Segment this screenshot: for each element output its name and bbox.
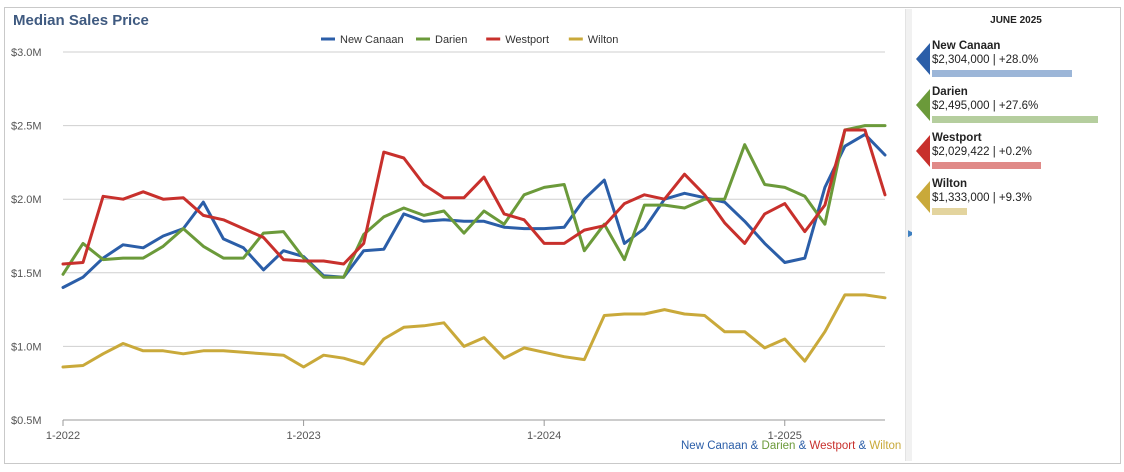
series-line <box>61 128 887 266</box>
sidebar-stat[interactable]: Wilton $1,333,000 | +9.3% <box>916 177 1117 215</box>
stat-bar <box>932 162 1041 169</box>
chart-title: Median Sales Price <box>13 12 149 29</box>
credits-part: & <box>795 440 810 452</box>
chart-canvas: $0.5M $1.0M $1.5M $2.0M $2.5M $3.0M 1-2022 1-20… <box>11 34 887 442</box>
flag-icon <box>916 181 930 213</box>
stat-value: $1,333,000 | +9.3% <box>932 192 1032 204</box>
series-line <box>61 293 887 369</box>
stat-value: $2,495,000 | +27.6% <box>932 100 1039 112</box>
stat-name: Westport <box>932 132 982 144</box>
stat-value: $2,029,422 | +0.2% <box>932 146 1032 158</box>
y-tick-label: $2.5M <box>11 121 42 133</box>
credits-part: & <box>747 440 762 452</box>
stat-name: Darien <box>932 86 968 98</box>
legend-item[interactable]: New Canaan <box>321 34 404 46</box>
stat-value: $2,304,000 | +28.0% <box>932 54 1039 66</box>
stat-bar <box>932 208 967 215</box>
y-tick-label: $1.5M <box>11 268 42 280</box>
y-tick-label: $3.0M <box>11 47 42 59</box>
legend-item[interactable]: Westport <box>486 34 549 46</box>
series-line <box>61 132 887 289</box>
credits-part: New Canaan <box>681 440 748 452</box>
sidebar-stat[interactable]: Westport $2,029,422 | +0.2% <box>916 131 1117 169</box>
chart-frame: $0.5M $1.0M $1.5M $2.0M $2.5M $3.0M 1-2022 1-20… <box>4 7 1121 464</box>
sidebar-date: JUNE 2025 <box>990 15 1042 26</box>
y-tick-label: $2.0M <box>11 194 42 206</box>
sidebar-panel: JUNE 2025 New Canaan $2,304,000 | +28.0% D… <box>912 9 1120 461</box>
x-tick-label: 1-2022 <box>46 430 80 442</box>
x-tick-label: 1-2025 <box>768 430 802 442</box>
stat-bar <box>932 70 1072 77</box>
legend-item[interactable]: Wilton <box>568 34 619 46</box>
legend-label: Wilton <box>588 34 619 46</box>
credits-part: Wilton <box>869 440 902 452</box>
chart-credits[interactable]: New Canaan & Darien & Westport & Wilton <box>681 440 901 452</box>
y-tick-label: $0.5M <box>11 415 42 427</box>
series-line <box>61 124 887 279</box>
flag-icon <box>916 89 930 121</box>
flag-icon <box>916 43 930 75</box>
legend-label: Westport <box>505 34 549 46</box>
x-tick-label: 1-2024 <box>527 430 561 442</box>
credits-part: Darien <box>761 440 796 452</box>
stat-name: New Canaan <box>932 40 1001 52</box>
stat-name: Wilton <box>932 178 968 190</box>
credits-part: & <box>855 440 870 452</box>
sidebar-stat[interactable]: New Canaan $2,304,000 | +28.0% <box>916 39 1117 77</box>
x-tick-label: 1-2023 <box>286 430 320 442</box>
sidebar-stat[interactable]: Darien $2,495,000 | +27.6% <box>916 85 1117 123</box>
stat-bar <box>932 116 1098 123</box>
collapse-arrow-icon[interactable]: ▶ <box>908 228 915 239</box>
y-tick-label: $1.0M <box>11 341 42 353</box>
legend-item[interactable]: Darien <box>416 34 467 46</box>
credits-part: Westport <box>809 440 856 452</box>
legend-label: Darien <box>435 34 467 46</box>
legend-label: New Canaan <box>340 34 404 46</box>
flag-icon <box>916 135 930 167</box>
